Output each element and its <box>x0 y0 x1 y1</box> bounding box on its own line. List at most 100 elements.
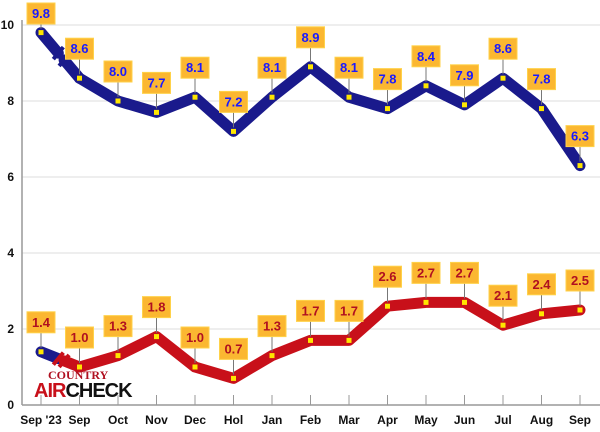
x-tick-label: Hol <box>224 413 243 427</box>
data-label: 2.4 <box>532 277 551 292</box>
data-label-box <box>488 284 518 307</box>
data-label: 8.4 <box>417 49 436 64</box>
data-label: 1.0 <box>70 330 88 345</box>
data-label: 7.9 <box>455 68 473 83</box>
x-tick-label: Jun <box>454 413 475 427</box>
data-label-box <box>296 26 325 49</box>
x-tick-label: Apr <box>377 413 398 427</box>
data-label: 0.7 <box>224 341 242 356</box>
break-mark <box>51 351 65 366</box>
x-tick-label: Aug <box>530 413 553 427</box>
logo-top: COUNTRY <box>48 368 109 382</box>
x-tick-label: May <box>414 413 438 427</box>
data-label: 2.1 <box>494 288 512 303</box>
data-label-box <box>142 296 171 319</box>
data-label: 2.7 <box>455 265 473 280</box>
data-point <box>500 75 506 81</box>
data-label: 1.0 <box>186 330 204 345</box>
data-point <box>38 30 44 36</box>
data-point <box>192 364 198 370</box>
series-line-blue <box>74 61 586 172</box>
data-label: 8.0 <box>109 64 127 79</box>
data-label-box <box>411 261 441 284</box>
data-label-box <box>334 299 364 322</box>
data-label-box <box>296 299 325 322</box>
data-point <box>77 75 82 81</box>
data-point <box>269 94 275 100</box>
x-tick-label: Jan <box>262 413 283 427</box>
data-point <box>154 109 159 115</box>
data-label-box <box>565 125 595 148</box>
data-point <box>269 353 275 359</box>
data-label: 2.6 <box>378 269 396 284</box>
data-label-box <box>257 315 287 338</box>
data-point <box>77 364 82 370</box>
data-point <box>462 102 467 108</box>
data-label-box <box>565 269 595 292</box>
data-label-box <box>219 90 248 113</box>
x-tick-label: Sep '23 <box>20 413 62 427</box>
logo: COUNTRY AIRCHECK <box>34 368 133 402</box>
data-label-box <box>103 315 133 338</box>
data-label-box <box>527 273 556 296</box>
data-label: 1.3 <box>109 319 127 334</box>
x-tick-label: Jul <box>494 413 511 427</box>
data-label: 8.1 <box>186 60 204 75</box>
logo-air: AIR <box>34 380 66 402</box>
data-label: 8.9 <box>301 30 319 45</box>
data-label: 8.1 <box>263 60 281 75</box>
data-point <box>577 163 583 169</box>
data-point <box>539 311 544 317</box>
data-point <box>346 337 352 343</box>
data-point <box>231 375 236 381</box>
data-label-box <box>65 326 94 349</box>
data-label-box <box>334 56 364 79</box>
x-tick-label: Mar <box>338 413 360 427</box>
data-label: 7.2 <box>224 94 242 109</box>
data-label-box <box>373 68 402 91</box>
break-mark <box>51 45 65 61</box>
series-line-red <box>74 296 586 384</box>
data-point <box>231 128 236 134</box>
x-tick-label: Feb <box>300 413 321 427</box>
data-label: 8.6 <box>70 41 88 56</box>
data-point <box>346 94 352 100</box>
x-tick-label: Nov <box>145 413 168 427</box>
data-label-box <box>26 2 56 25</box>
data-point <box>115 353 121 359</box>
y-tick-label: 0 <box>7 398 14 412</box>
y-tick-label: 2 <box>7 322 14 336</box>
series-break-start <box>35 346 64 365</box>
data-label-box <box>219 337 248 360</box>
data-point <box>192 94 198 100</box>
data-label-box <box>488 37 518 60</box>
data-point <box>38 349 44 355</box>
data-label-box <box>373 265 402 288</box>
data-label-box <box>257 56 287 79</box>
data-point <box>423 83 429 89</box>
data-label-box <box>26 311 56 334</box>
data-point <box>500 322 506 328</box>
y-tick-label: 10 <box>1 18 15 32</box>
data-point <box>577 307 583 313</box>
data-label: 1.7 <box>340 303 358 318</box>
data-label: 2.5 <box>571 273 589 288</box>
data-point <box>423 299 429 305</box>
data-label: 1.3 <box>263 319 281 334</box>
break-mark <box>57 353 71 369</box>
data-label: 7.8 <box>378 72 396 87</box>
data-label: 1.4 <box>32 315 51 330</box>
data-label-box <box>142 71 171 94</box>
data-label-box <box>103 60 133 83</box>
data-label: 8.6 <box>494 41 512 56</box>
data-point <box>308 337 313 343</box>
data-label-box <box>450 64 479 87</box>
x-tick-label: Oct <box>108 413 128 427</box>
data-point <box>539 106 544 112</box>
y-tick-label: 6 <box>7 170 14 184</box>
x-tick-label: Dec <box>184 413 206 427</box>
data-label: 7.8 <box>532 72 550 87</box>
data-label: 1.7 <box>301 303 319 318</box>
